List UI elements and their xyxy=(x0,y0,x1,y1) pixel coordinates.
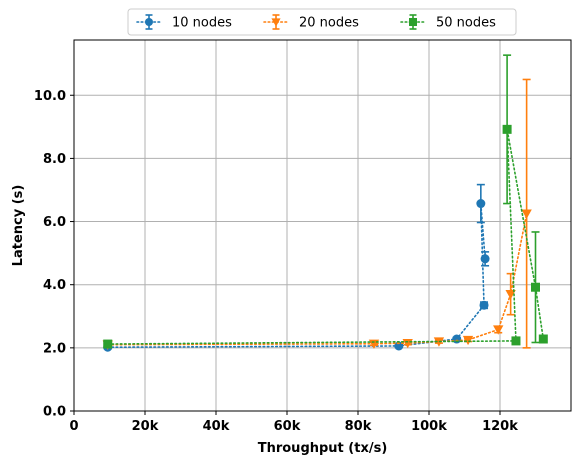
series-layer xyxy=(102,54,548,352)
grid xyxy=(73,40,571,412)
data-point xyxy=(409,18,417,26)
legend-label: 10 nodes xyxy=(172,16,232,31)
data-point xyxy=(521,209,532,219)
data-point xyxy=(394,341,404,351)
data-point xyxy=(531,282,540,292)
y-tick-label: 10.0 xyxy=(34,89,66,104)
data-point xyxy=(103,339,113,349)
x-tick-label: 20k xyxy=(132,419,159,434)
x-axis: 0 20k 40k 60k 80k 100k 120k xyxy=(69,411,518,434)
data-point xyxy=(271,18,281,27)
data-point xyxy=(538,334,548,344)
data-point xyxy=(502,124,512,134)
legend: 10 nodes 20 nodes 50 nodes xyxy=(127,8,517,36)
x-axis-title: Throughput (tx/s) xyxy=(258,441,388,456)
y-tick-label: 6.0 xyxy=(43,215,66,230)
plot-frame xyxy=(73,39,572,412)
x-tick-label: 60k xyxy=(274,419,301,434)
data-point xyxy=(480,254,490,264)
data-point xyxy=(145,18,153,26)
data-point xyxy=(433,337,445,347)
x-tick-label: 120k xyxy=(482,419,518,434)
x-tick-label: 80k xyxy=(345,419,372,434)
y-tick-label: 4.0 xyxy=(43,278,66,293)
y-axis: 0.0 2.0 4.0 6.0 8.0 10.0 xyxy=(34,89,74,420)
data-point xyxy=(479,300,489,310)
y-tick-label: 8.0 xyxy=(43,152,66,167)
data-point xyxy=(462,335,474,346)
legend-entry: 50 nodes xyxy=(400,14,496,31)
data-point xyxy=(505,290,516,300)
y-tick-label: 0.0 xyxy=(43,405,66,420)
x-tick-label: 0 xyxy=(69,419,78,434)
series-line xyxy=(106,212,528,346)
y-axis-title: Latency (s) xyxy=(11,185,26,267)
legend-label: 50 nodes xyxy=(436,16,496,31)
series-20-nodes xyxy=(102,78,532,350)
data-point xyxy=(476,199,486,209)
series-10-nodes xyxy=(103,183,490,352)
x-tick-label: 40k xyxy=(203,419,230,434)
series-line xyxy=(106,203,486,349)
y-tick-label: 2.0 xyxy=(43,341,66,356)
legend-label: 20 nodes xyxy=(299,16,359,31)
series-50-nodes xyxy=(103,54,548,349)
legend-box xyxy=(127,8,517,36)
x-tick-label: 100k xyxy=(411,419,447,434)
data-point xyxy=(511,336,521,346)
data-point xyxy=(493,325,504,335)
series-line xyxy=(106,129,545,345)
legend-entry: 20 nodes xyxy=(263,14,359,31)
legend-entry: 10 nodes xyxy=(136,14,232,31)
